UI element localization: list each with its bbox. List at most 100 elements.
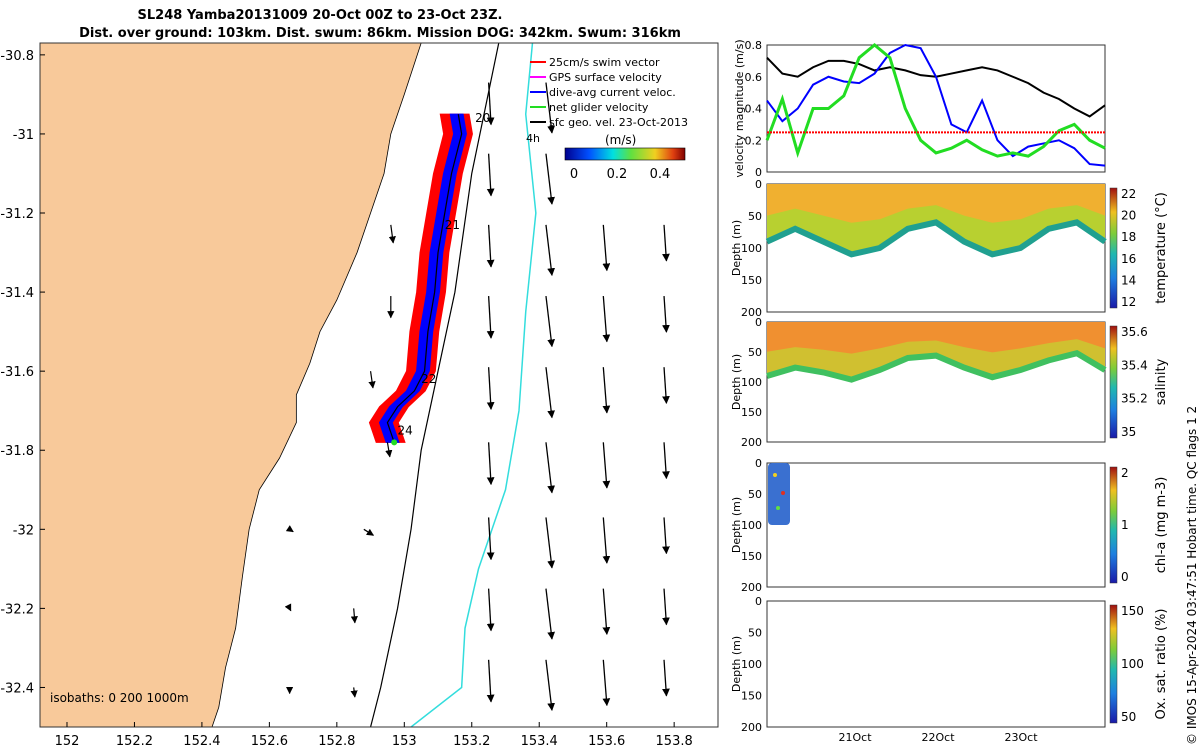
depth-tick: 150: [741, 274, 762, 287]
colorbar-label: (m/s): [605, 133, 636, 147]
x-tick-label: 152.6: [251, 734, 288, 749]
date-tick: 22Oct: [921, 731, 955, 744]
geo-velocity-arrow: [545, 295, 556, 348]
colorbar-tick: 22: [1121, 187, 1136, 201]
speed-colorbar: [564, 147, 686, 161]
depth-tick: 50: [748, 346, 762, 359]
colorbar-tick: 35.2: [1121, 392, 1148, 406]
colorbar-tick: 0.2: [607, 167, 628, 182]
geo-velocity-arrow: [350, 608, 358, 624]
chla-data-block: [768, 463, 790, 525]
colorbar-tick: 50: [1121, 710, 1136, 724]
current-velocity-swath: [378, 113, 467, 443]
y-tick-label: -32.4: [0, 681, 34, 696]
geo-velocity-arrow: [363, 528, 375, 536]
colorbar-label: temperature (°C): [1154, 192, 1169, 304]
depth-tick: 200: [741, 436, 762, 449]
depth-y-label: Depth (m): [730, 497, 743, 553]
geo-velocity-arrow: [662, 659, 670, 697]
geo-velocity-arrow: [388, 224, 396, 244]
x-tick-label: 152: [55, 734, 80, 749]
legend-interval-label: 4h: [526, 132, 540, 145]
geo-velocity-arrow: [486, 659, 495, 703]
day-label-21: 21: [445, 218, 460, 232]
legend-entry: dive-avg current veloc.: [549, 86, 676, 99]
y-tick-label: -31.6: [0, 365, 34, 380]
x-tick-label: 153.8: [656, 734, 693, 749]
colorbar-tick: 35.6: [1121, 325, 1148, 339]
depth-tick: 150: [741, 690, 762, 703]
geo-velocity-arrow: [368, 371, 376, 389]
colorbar-tick: 150: [1121, 604, 1144, 618]
geo-velocity-arrow: [486, 153, 495, 197]
chla-data-point: [781, 491, 785, 495]
geo-velocity-arrow: [602, 517, 611, 564]
profile-colorbar: [1109, 187, 1118, 309]
geo-velocity-arrow: [486, 82, 495, 126]
date-tick: 23Oct: [1004, 731, 1038, 744]
x-tick-label: 152.8: [318, 734, 355, 749]
profile-panel-frame: [766, 462, 1106, 588]
track-end-marker: [391, 439, 398, 446]
geo-velocity-arrow: [285, 525, 294, 533]
velocity-y-tick: 0.4: [745, 103, 763, 116]
geo-velocity-arrow: [602, 442, 611, 489]
legend-entry: net glider velocity: [549, 101, 649, 114]
depth-tick: 50: [748, 488, 762, 501]
velocity-y-tick: 0.2: [745, 134, 763, 147]
profile-section-upper: [767, 322, 1105, 354]
colorbar-tick: 0.4: [650, 167, 671, 182]
x-tick-label: 153: [392, 734, 417, 749]
colorbar-tick: 0: [1121, 570, 1129, 584]
depth-tick: 50: [748, 627, 762, 640]
geo-velocity-arrow: [545, 517, 556, 569]
depth-tick: 100: [741, 519, 762, 532]
profile-section-upper: [767, 184, 1105, 223]
y-tick-label: -30.8: [0, 49, 34, 64]
depth-tick: 0: [755, 178, 762, 191]
land-area: [40, 43, 422, 727]
isobath-legend: isobaths: 0 200 1000m: [50, 691, 189, 705]
colorbar-tick: 12: [1121, 295, 1136, 309]
isobath-200m: [369, 43, 500, 727]
depth-tick: 150: [741, 406, 762, 419]
depth-tick: 100: [741, 658, 762, 671]
depth-tick: 150: [741, 550, 762, 563]
geo-velocity-arrow: [385, 442, 393, 458]
velocity-y-tick: 0.6: [745, 71, 763, 84]
geo-velocity-arrow: [545, 659, 556, 711]
geo-velocity-arrow: [545, 153, 556, 205]
x-tick-label: 153.6: [588, 734, 625, 749]
y-tick-label: -31.4: [0, 286, 34, 301]
geo-velocity-arrow: [545, 224, 556, 277]
x-tick-label: 153.4: [521, 734, 558, 749]
geo-velocity-arrow: [350, 687, 358, 698]
chart-title-line1: SL248 Yamba20131009 20-Oct 00Z to 23-Oct…: [137, 8, 503, 23]
geo-velocity-arrow: [602, 367, 611, 414]
geo-velocity-arrow: [602, 295, 611, 343]
map-frame: [39, 42, 719, 728]
y-tick-label: -32.2: [0, 602, 34, 617]
geo-velocity-arrow: [545, 82, 556, 134]
profile-colorbar: [1109, 466, 1118, 584]
velocity-y-tick: 0.8: [745, 39, 763, 52]
geo-velocity-arrow: [602, 659, 611, 707]
geo-velocity-arrow: [602, 224, 611, 272]
geo-velocity-arrow: [662, 295, 670, 333]
geo-velocity-arrow: [545, 367, 556, 419]
date-tick: 21Oct: [838, 731, 872, 744]
day-label-20: 20: [475, 111, 490, 125]
colorbar-tick: 1: [1121, 518, 1129, 532]
depth-y-label: Depth (m): [730, 636, 743, 692]
geo-velocity-arrow: [545, 442, 556, 494]
profile-colorbar: [1109, 604, 1118, 724]
geo-velocity-arrow: [602, 588, 611, 635]
velocity-series-line: [765, 43, 1106, 158]
legend-entry: GPS surface velocity: [549, 71, 662, 84]
y-tick-label: -31: [13, 128, 34, 143]
depth-tick: 50: [748, 210, 762, 223]
depth-tick: 200: [741, 721, 762, 734]
colorbar-tick: 100: [1121, 657, 1144, 671]
depth-tick: 200: [741, 581, 762, 594]
depth-y-label: Depth (m): [730, 220, 743, 276]
